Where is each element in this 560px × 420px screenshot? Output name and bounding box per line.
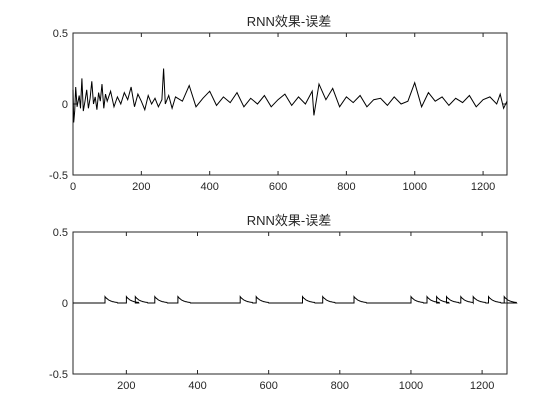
top-y-axis: -0.5 0 0.5 [49, 28, 507, 182]
top-y-tick-label: 0.5 [53, 28, 68, 40]
top-y-tick-label: -0.5 [49, 170, 68, 182]
bottom-x-axis: 200 400 600 800 1000 1200 [117, 232, 494, 392]
top-x-tick-label: 1200 [471, 181, 495, 193]
top-y-tick-label: 0 [62, 99, 68, 111]
top-subplot-title: RNN效果-误差 [247, 14, 332, 29]
top-x-tick-label: 0 [70, 181, 76, 193]
bottom-x-tick-label: 400 [188, 380, 206, 392]
top-subplot: RNN效果-误差 -0.500.5 0 200 400 600 800 1000 1200 [49, 14, 508, 193]
bottom-x-tick-label: 600 [259, 380, 277, 392]
bottom-series [73, 295, 518, 305]
top-x-tick-label: 600 [269, 181, 287, 193]
bottom-subplot-title: RNN效果-误差 [247, 213, 332, 228]
top-error-line [72, 68, 508, 123]
bottom-subplot: RNN效果-误差 -0.5 0 0.5 200 400 600 800 1000 1200 [49, 213, 518, 392]
bottom-x-tick-label: 1200 [470, 380, 494, 392]
bottom-y-tick-label: 0 [62, 298, 68, 310]
top-x-tick-label: 200 [132, 181, 150, 193]
bottom-y-tick-label: 0.5 [53, 227, 68, 239]
bottom-x-tick-label: 200 [117, 380, 135, 392]
bottom-y-tick-label: -0.5 [49, 369, 68, 381]
top-x-axis: 0 200 400 600 800 1000 1200 [70, 33, 495, 193]
bottom-x-tick-label: 800 [331, 380, 349, 392]
top-x-tick-label: 400 [201, 181, 219, 193]
bottom-x-tick-label: 1000 [399, 380, 423, 392]
top-plot-area [72, 32, 508, 176]
top-x-tick-label: 800 [337, 181, 355, 193]
top-x-tick-label: 1000 [402, 181, 426, 193]
top-series [72, 68, 508, 123]
bottom-error-line [73, 295, 518, 305]
